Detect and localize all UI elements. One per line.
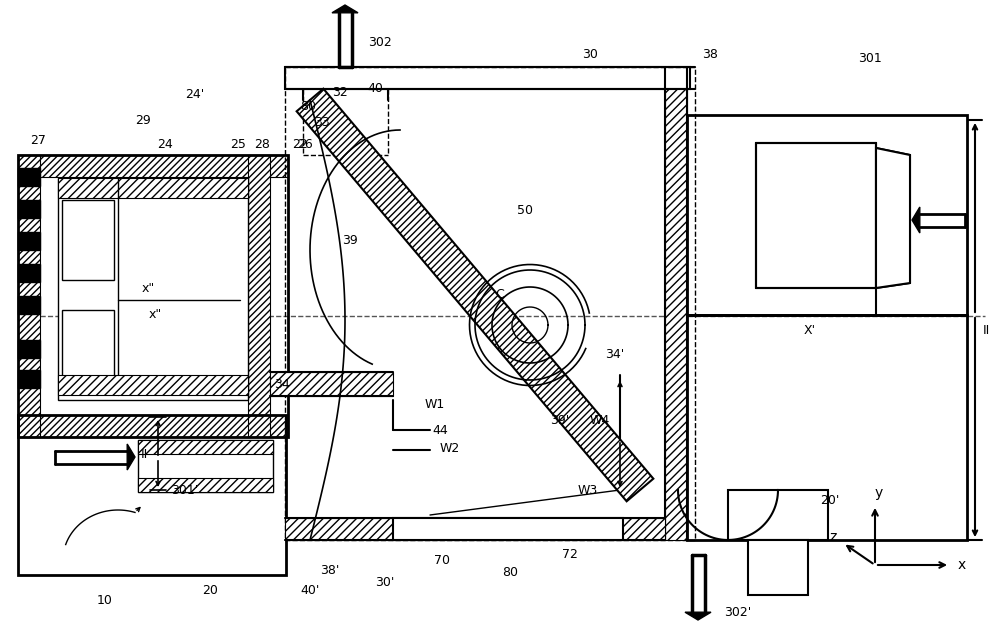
Bar <box>62 200 114 280</box>
Bar <box>285 518 665 540</box>
Text: x: x <box>958 558 966 572</box>
Text: x": x" <box>148 309 162 322</box>
Text: W3: W3 <box>578 483 598 497</box>
Bar <box>62 310 114 390</box>
Polygon shape <box>18 370 40 388</box>
Text: z: z <box>829 530 837 544</box>
Polygon shape <box>332 5 358 13</box>
Text: 30: 30 <box>582 49 598 61</box>
Text: 302: 302 <box>368 35 392 49</box>
Bar <box>748 540 808 595</box>
Text: 80: 80 <box>300 100 316 114</box>
Bar <box>285 67 690 89</box>
Text: 24': 24' <box>185 88 205 102</box>
Text: W2: W2 <box>440 442 460 454</box>
Text: 72: 72 <box>562 548 578 562</box>
Text: 10: 10 <box>97 594 113 606</box>
Bar <box>138 440 273 492</box>
Text: W1: W1 <box>425 399 445 411</box>
Text: 32: 32 <box>332 85 348 98</box>
Text: 34: 34 <box>274 379 290 391</box>
Text: 40: 40 <box>367 83 383 95</box>
Text: 26: 26 <box>297 138 313 151</box>
Text: 39: 39 <box>342 233 358 247</box>
Bar <box>18 415 288 437</box>
Bar <box>58 178 248 400</box>
Polygon shape <box>127 444 135 470</box>
Bar <box>687 315 967 540</box>
Bar <box>756 143 876 288</box>
Bar <box>270 372 393 396</box>
Bar <box>58 178 248 198</box>
Polygon shape <box>876 148 910 288</box>
Bar <box>18 155 288 177</box>
Bar <box>687 115 967 315</box>
Text: 40': 40' <box>300 584 320 596</box>
Text: 28: 28 <box>254 138 270 151</box>
Bar <box>18 155 40 437</box>
Text: W4: W4 <box>590 413 610 427</box>
Text: II: II <box>983 324 990 336</box>
Text: 25: 25 <box>230 138 246 151</box>
Polygon shape <box>18 232 40 250</box>
Bar <box>665 89 687 540</box>
Polygon shape <box>18 264 40 282</box>
Bar <box>728 490 828 540</box>
Bar <box>138 478 273 492</box>
Text: 24: 24 <box>157 138 173 151</box>
Text: 50: 50 <box>517 204 533 216</box>
Polygon shape <box>18 296 40 314</box>
Polygon shape <box>18 168 40 186</box>
Bar <box>18 415 286 575</box>
Polygon shape <box>685 612 711 620</box>
Text: 20': 20' <box>820 493 840 507</box>
Text: 34': 34' <box>605 348 625 362</box>
Polygon shape <box>912 207 920 233</box>
Polygon shape <box>18 340 40 358</box>
Text: 44: 44 <box>432 423 448 437</box>
Bar <box>18 155 288 437</box>
Text: X': X' <box>804 324 816 336</box>
Text: x": x" <box>141 281 155 295</box>
Text: 38: 38 <box>702 49 718 61</box>
Text: 38': 38' <box>320 563 340 577</box>
Polygon shape <box>297 89 653 501</box>
Text: 302': 302' <box>724 606 752 618</box>
Text: 301: 301 <box>858 52 882 64</box>
Text: 29: 29 <box>135 114 151 126</box>
Text: 30': 30' <box>375 575 395 589</box>
Polygon shape <box>18 200 40 218</box>
Bar <box>58 375 248 395</box>
Text: 27: 27 <box>30 134 46 146</box>
Text: 33: 33 <box>314 117 330 129</box>
Text: 80: 80 <box>502 565 518 579</box>
Text: C: C <box>496 288 504 302</box>
Bar <box>248 155 270 437</box>
Bar <box>393 518 623 540</box>
Text: 70: 70 <box>434 553 450 567</box>
Text: 20: 20 <box>202 584 218 596</box>
Bar <box>138 440 273 454</box>
Text: 22: 22 <box>292 138 308 151</box>
Text: II: II <box>141 447 148 461</box>
Text: 39': 39' <box>550 413 570 427</box>
Text: 301': 301' <box>171 483 199 497</box>
Text: y: y <box>875 486 883 500</box>
